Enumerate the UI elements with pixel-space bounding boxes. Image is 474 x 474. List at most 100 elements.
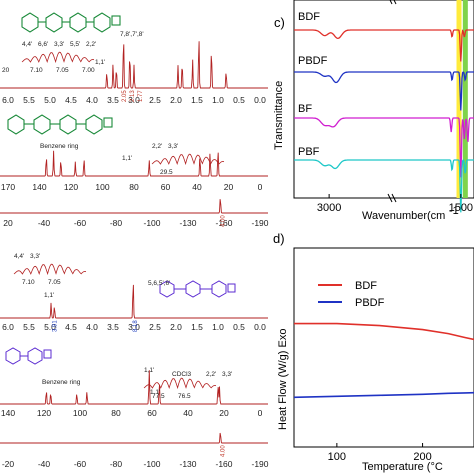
annotation-label: 1,1' <box>95 59 105 66</box>
dsc-x-tick-label: 200 <box>413 451 431 463</box>
tick-label: 120 <box>37 408 51 418</box>
tick-label: -80 <box>110 218 123 228</box>
spectrum-trace-f19-pbdf <box>0 432 268 444</box>
inset-peak-label: 5,5' <box>70 41 80 48</box>
inset-tick-label: 29.5 <box>160 169 173 176</box>
tick-label: -100 <box>143 459 160 469</box>
inset-peak-label: 1,1' <box>144 367 154 374</box>
x-ticks-f19-pbdf: -20 -40 -60 -80 -100 -130 -160 -190 <box>2 459 269 469</box>
tick-label: 4.0 <box>86 322 98 332</box>
tick-label: -160 <box>215 459 232 469</box>
dsc-panel: 100 200 BDF PBDF d) Heat Flow (W/g) Exo T… <box>273 231 474 473</box>
tick-label: -80 <box>110 459 123 469</box>
tick-label: 0 <box>258 182 263 192</box>
inset-trace <box>151 153 225 166</box>
integral-label: 2.05 <box>122 90 128 102</box>
tick-label: 1.5 <box>191 322 203 332</box>
molecule-structure-pbdf <box>159 280 236 298</box>
tick-label: 5.0 <box>44 95 56 105</box>
tick-label: 3.5 <box>107 95 119 105</box>
tick-label: -190 <box>251 459 268 469</box>
inset-peak-label: 2,2' <box>86 41 96 48</box>
inset-peak-label: 2,2' <box>206 371 216 378</box>
nmr-spectrum-c13-bdf: 170 140 120 100 80 60 40 20 0 Benzene ring 1,1' 2,2… <box>0 143 268 192</box>
annotation-label: 5,6,5',6' <box>148 280 170 287</box>
inset-peak-label: 3,3' <box>30 253 40 260</box>
tick-label: 2.5 <box>149 95 161 105</box>
spectrum-trace-h1-pbdf <box>0 284 268 319</box>
tick-label: -100 <box>143 218 160 228</box>
tick-label: 2.5 <box>149 322 161 332</box>
tick-label: -40 <box>38 218 51 228</box>
tick-label: 20 <box>224 182 234 192</box>
inset-c13-bdf: 2,2' 3,3' 29.5 <box>151 143 225 176</box>
tick-label: 4.0 <box>86 95 98 105</box>
dsc-y-axis-title: Heat Flow (W/g) Exo <box>277 329 289 430</box>
tick-label: 20 <box>219 408 229 418</box>
spectrum-trace-c13-pbdf <box>0 370 268 405</box>
x-ticks-c13-bdf: 170 140 120 100 80 60 40 20 0 <box>1 182 263 192</box>
legend-label-pbdf: PBDF <box>355 297 385 309</box>
inset-tick-label: 7.05 <box>56 67 69 74</box>
tick-label: 40 <box>183 408 193 418</box>
tick-label: 80 <box>129 182 139 192</box>
tick-label: 6.0 <box>2 95 14 105</box>
annotation-label: 1,1' <box>44 292 54 299</box>
tick-label: -160 <box>215 218 232 228</box>
integral-label: 3.91 <box>52 320 58 332</box>
ftir-series-label: PBF <box>298 146 320 158</box>
inset-trace <box>143 377 217 390</box>
x-ticks-h1-bdf: 6.0 5.5 5.0 4.5 4.0 3.5 3.0 2.5 2.0 1.5 1.0 0.5 0.0 <box>2 95 266 105</box>
spectrum-trace-h1-bdf <box>0 41 268 89</box>
inset-peak-label: 3,3' <box>54 41 64 48</box>
tick-label: -130 <box>179 459 196 469</box>
inset-tick-label: 7.05 <box>48 279 61 286</box>
inset-trace <box>21 51 95 64</box>
tick-label: 2.0 <box>170 322 182 332</box>
inset-h1-bdf: 4,4' 6,6' 3,3' 5,5' 2,2' 7.10 7.05 7.00 20 <box>2 41 96 74</box>
tick-label: -60 <box>74 218 87 228</box>
x-ticks-f19-bdf: 20 -40 -60 -80 -100 -130 -160 -190 <box>3 218 269 228</box>
integral-label: 8.18 <box>133 320 139 332</box>
ftir-x-tick-label: 1500 <box>449 202 473 214</box>
tick-label: 140 <box>1 408 15 418</box>
tick-label: 60 <box>161 182 171 192</box>
ftir-trace-pbdf <box>294 71 474 111</box>
ftir-x-axis-title: Wavenumber(cm <box>362 210 445 222</box>
dsc-plot-frame <box>293 247 474 448</box>
annotation-label: 1,1' <box>150 389 160 396</box>
tick-label: 80 <box>111 408 121 418</box>
tick-label: 2.0 <box>170 95 182 105</box>
panel-d-label: d) <box>273 231 285 246</box>
ftir-series-label: BF <box>298 103 312 115</box>
tick-label: 4.5 <box>65 95 77 105</box>
molecule-structure-pbdf-2 <box>5 347 52 365</box>
tick-label: 120 <box>64 182 78 192</box>
tick-label: 170 <box>1 182 15 192</box>
inset-tick-label: 7.10 <box>30 67 43 74</box>
tick-label: 5.5 <box>23 322 35 332</box>
x-ticks-c13-pbdf: 140 120 100 80 60 40 20 0 <box>1 408 263 418</box>
inset-h1-pbdf: 4,4' 3,3' 7.10 7.05 <box>13 253 87 286</box>
ftir-plot-frame <box>293 0 474 199</box>
ftir-x-axis-title-suffix: -1 <box>449 205 459 217</box>
molecule-structure-bdf <box>21 12 121 33</box>
tick-label: -40 <box>38 459 51 469</box>
tick-label: 1.0 <box>212 95 224 105</box>
inset-tick-label: 7.00 <box>82 67 95 74</box>
integral-label: 4.00 <box>220 215 226 227</box>
integral-label: 2.13 <box>130 90 136 102</box>
ftir-series-label: PBDF <box>298 55 328 67</box>
tick-label: 5.0 <box>44 322 56 332</box>
spectrum-trace-c13-bdf <box>0 150 268 177</box>
annotation-label: 7,8',7',8' <box>120 31 144 38</box>
tick-label: 3.0 <box>128 95 140 105</box>
annotation-label: CDCl3 <box>172 371 192 378</box>
inset2-c13-pbdf: 2,2' 3,3' <box>206 371 232 378</box>
nmr-spectrum-h1-pbdf: 6.0 5.5 5.0 4.5 4.0 3.5 3.0 2.5 2.0 1.5 1.0 0.5 0.0 3… <box>0 253 268 332</box>
tick-label: 20 <box>3 218 13 228</box>
inset-peak-label: 6,6' <box>38 41 48 48</box>
tick-label: 1.0 <box>212 322 224 332</box>
tick-label: 40 <box>192 182 202 192</box>
